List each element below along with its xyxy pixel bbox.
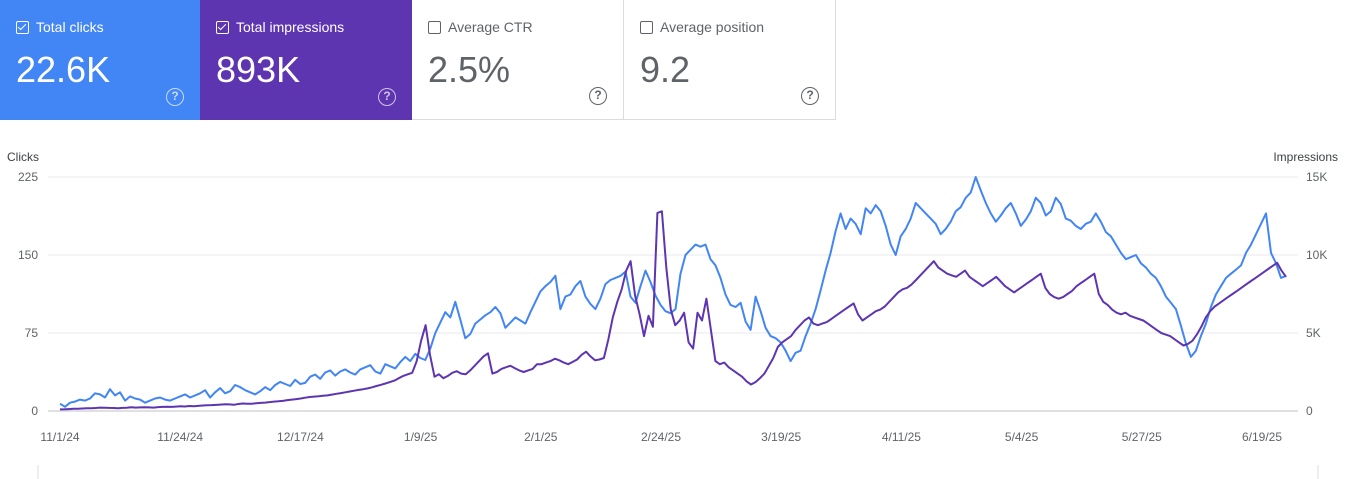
checkbox-icon[interactable] [428,20,441,34]
left-tick-label: 225 [18,170,38,184]
right-tick-label: 10K [1306,248,1327,262]
help-icon[interactable]: ? [166,88,184,106]
x-tick-label: 3/19/25 [761,430,801,444]
card-header[interactable]: Total impressions [216,19,344,35]
impressions-series-line[interactable] [59,210,1287,411]
card-label: Average CTR [448,19,533,35]
gridlines [48,176,1298,412]
card-header[interactable]: Total clicks [16,19,104,35]
x-tick-label: 11/24/24 [157,430,203,444]
card-header[interactable]: Average CTR [428,19,533,35]
x-tick-label: 5/27/25 [1122,430,1162,444]
right-tick-label: 5K [1306,326,1321,340]
checkbox-icon[interactable] [16,20,29,34]
average-ctr-card[interactable]: Average CTR 2.5% ? [412,0,624,120]
left-axis-title: Clicks [7,150,39,164]
help-icon[interactable]: ? [378,88,396,106]
left-tick-label: 150 [18,248,38,262]
x-tick-label: 12/17/24 [277,430,324,444]
clicks-series-line[interactable] [59,176,1287,408]
help-icon[interactable]: ? [589,87,607,105]
x-tick-label: 1/9/25 [404,430,438,444]
card-value: 22.6K [16,49,111,90]
x-axis-ticks: 11/1/24 11/24/24 12/17/24 1/9/25 2/1/25 2/24/… [40,430,1282,444]
x-tick-label: 4/11/25 [882,430,921,444]
average-position-card[interactable]: Average position 9.2 ? [624,0,836,120]
right-axis-title: Impressions [1273,150,1338,164]
card-label: Total clicks [36,19,104,35]
right-axis-ticks: 0 5K 10K 15K [1306,170,1327,418]
x-tick-label: 6/19/25 [1242,430,1282,444]
total-impressions-card[interactable]: Total impressions 893K ? [200,0,412,120]
card-value: 893K [216,49,301,90]
performance-chart[interactable]: Clicks Impressions 0 75 150 225 0 5K 10K 15K 1… [0,140,1348,479]
x-tick-label: 5/4/25 [1005,430,1039,444]
x-tick-label: 2/24/25 [641,430,681,444]
right-tick-label: 0 [1306,404,1313,418]
left-tick-label: 0 [31,404,38,418]
total-clicks-card[interactable]: Total clicks 22.6K ? [0,0,200,120]
card-label: Average position [660,19,765,35]
card-value: 2.5% [428,49,511,90]
card-header[interactable]: Average position [640,19,764,35]
x-tick-label: 11/1/24 [40,430,79,444]
x-tick-label: 2/1/25 [524,430,558,444]
left-axis-ticks: 0 75 150 225 [18,170,38,418]
metric-cards: Total clicks 22.6K ? Total impressions 8… [0,0,836,120]
help-icon[interactable]: ? [801,87,819,105]
checkbox-icon[interactable] [216,20,229,34]
left-tick-label: 75 [25,326,39,340]
series-lines [59,176,1287,411]
right-tick-label: 15K [1306,170,1327,184]
checkbox-icon[interactable] [640,20,653,34]
card-value: 9.2 [640,49,691,90]
card-label: Total impressions [236,19,345,35]
